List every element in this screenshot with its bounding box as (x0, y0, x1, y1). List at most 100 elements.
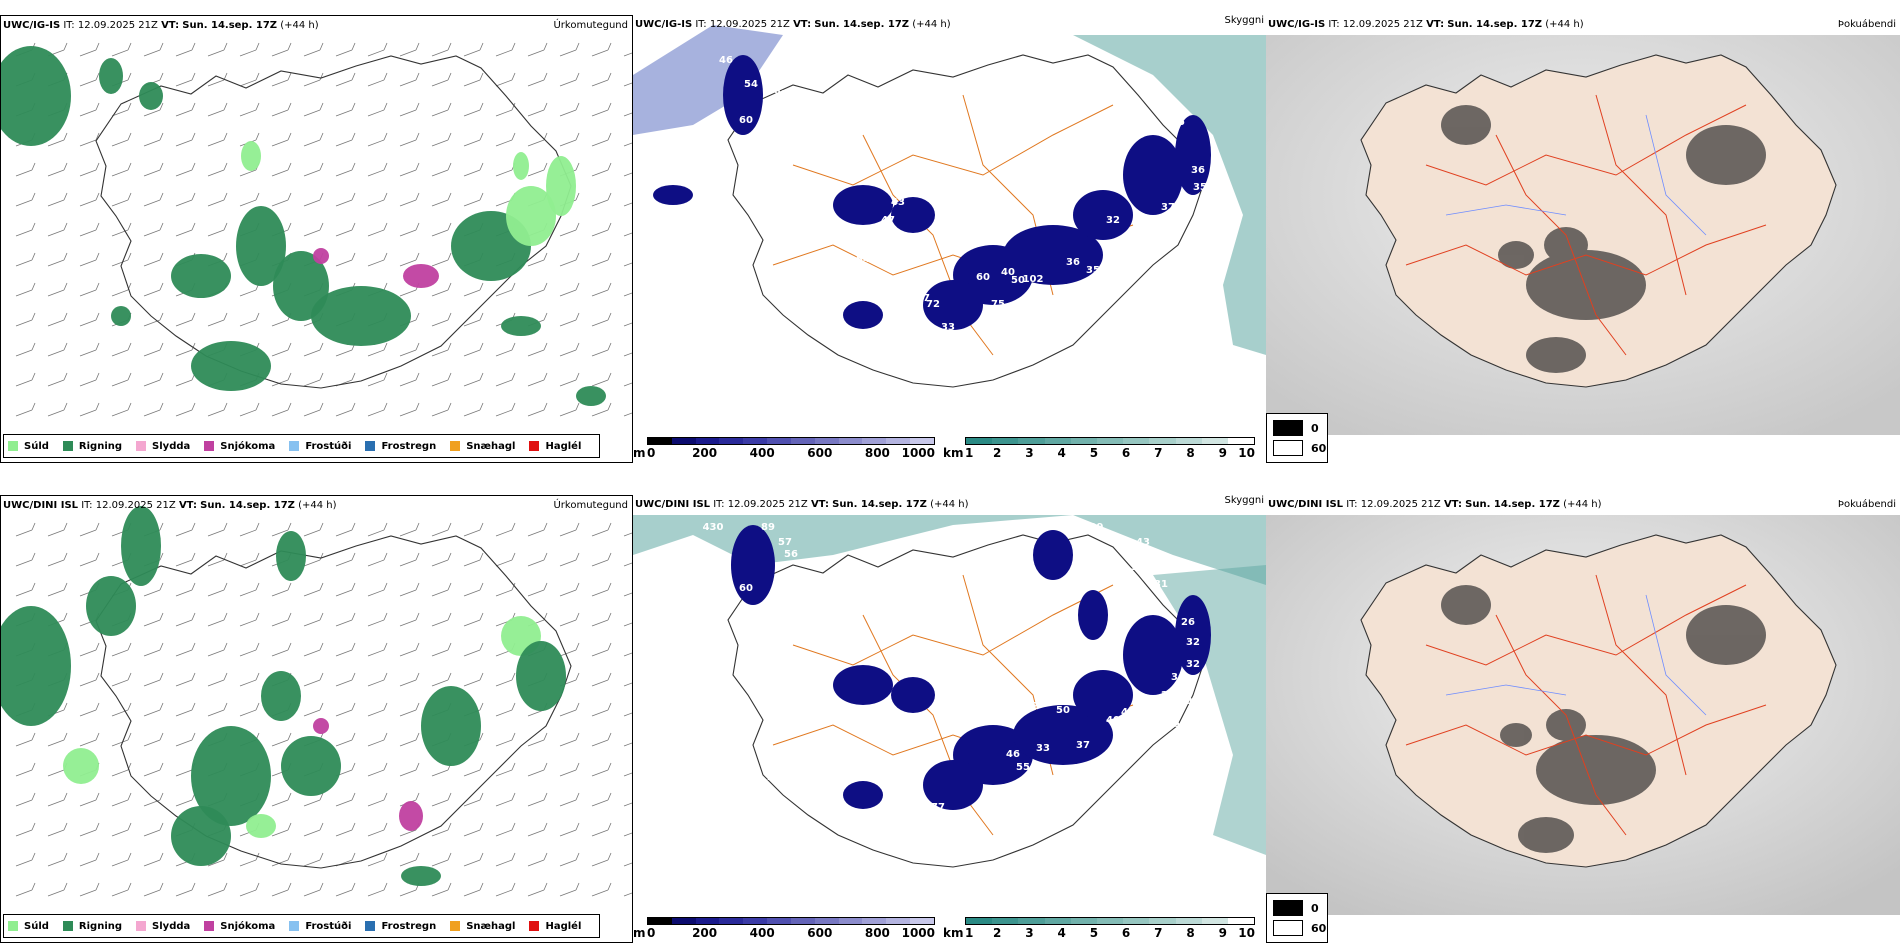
colorbar-tick: 1000 (901, 926, 935, 940)
cloud-base-label: 60 (976, 272, 990, 283)
cloud-base-label: 57 (778, 537, 792, 548)
cloud-base-label: 97 (916, 293, 930, 304)
fog-map-bottom (1266, 515, 1900, 915)
legend-swatch (450, 921, 461, 931)
ceiling-colorbar: m 0 200 400 600 800 1000 (633, 917, 935, 941)
cloud-base-label: 52 (856, 747, 870, 758)
cloud-base-label: 72 (926, 299, 940, 310)
precip-legend-item: Frostúði (289, 921, 351, 932)
cloud-base-label: 37 (1161, 202, 1175, 213)
cloud-base-label: 138 (793, 279, 814, 290)
colorbar-tick: 1 (965, 926, 974, 940)
iceland-outline (727, 54, 1204, 388)
colorbar-tick: 2 (993, 926, 1002, 940)
cloud-base-label: 28 (1161, 690, 1175, 701)
cloud-base-label: 40 (1106, 715, 1120, 726)
cloud-base-label: 75 (901, 807, 915, 818)
fog-map-top (1266, 35, 1900, 435)
precip-legend-item: Slydda (136, 921, 190, 932)
legend-label: Súld (24, 440, 49, 452)
legend-swatch (62, 921, 73, 931)
cloud-base-label: 31 (1154, 579, 1168, 590)
cloud-base-label: 32 (1106, 215, 1120, 226)
cloud-base-label: 84 (856, 254, 870, 265)
panel-header: UWC/IG-IS IT: 12.09.2025 21Z VT: Sun. 14… (3, 20, 319, 31)
legend-label: Snæhagl (466, 440, 516, 452)
precip-legend-item: Snjókoma (204, 921, 275, 932)
legend-label: Rigning (78, 920, 123, 932)
cloud-base-label: 35 (1086, 265, 1100, 276)
legend-swatch (204, 441, 215, 451)
cloud-base-label: 60 (739, 583, 753, 594)
legend-swatch (62, 441, 73, 451)
cloud-base-label: 122 (1018, 701, 1039, 712)
cloud-base-label: 48 (811, 294, 825, 305)
fog-legend-item: 0 (1273, 420, 1319, 436)
iceland-outline (95, 535, 572, 869)
legend-label: Haglél (545, 920, 582, 932)
legend-label: Snæhagl (466, 920, 516, 932)
cloud-base-label: 36 (1191, 165, 1205, 176)
cloud-base-label: 26 (1056, 772, 1070, 783)
fog-legend-item: 0 (1273, 900, 1319, 916)
ceiling-unit: m (633, 926, 646, 940)
panel-title: Skyggni (1224, 495, 1264, 506)
cloud-base-label: 12 (776, 112, 790, 123)
precip-panel-top: UWC/IG-IS IT: 12.09.2025 21Z VT: Sun. 14… (0, 15, 633, 463)
panel-title: Þokuábendi (1837, 19, 1896, 30)
cloud-base-label: 33 (896, 817, 910, 828)
legend-swatch (289, 921, 300, 931)
cloud-base-label: 41 (1121, 707, 1135, 718)
cloud-base-label: 38 (1178, 202, 1192, 213)
colorbar-tick: 800 (864, 926, 890, 940)
precip-map-top (1, 42, 632, 417)
precip-legend-item: Súld (8, 921, 49, 932)
legend-label: Frostúði (305, 440, 352, 452)
ceiling-unit: m (633, 446, 646, 460)
legend-swatch (136, 441, 147, 451)
precip-legend-item: Snæhagl (450, 921, 515, 932)
cloud-base-label: 35 (946, 207, 960, 218)
cloud-base-label: 29 (1106, 239, 1120, 250)
legend-label: Haglél (545, 440, 582, 452)
colorbar-tick: 6 (1121, 446, 1131, 460)
cloud-base-label: 50 (1011, 275, 1025, 286)
cloud-base-label: 13 (781, 302, 795, 313)
panel-header: UWC/DINI ISL IT: 12.09.2025 21Z VT: Sun.… (635, 499, 969, 510)
visibility-unit: km (943, 926, 964, 940)
cloud-base-label: 48 (1186, 697, 1200, 708)
cloud-base-label: 56 (844, 269, 858, 280)
cloud-base-label: 43 (1136, 537, 1150, 548)
colorbar-tick: 200 (692, 446, 718, 460)
legend-swatch (365, 441, 376, 451)
legend-swatch (529, 441, 540, 451)
colorbar-tick: 3 (1025, 446, 1034, 460)
colorbar-tick: 0 (647, 446, 656, 460)
colorbar-tick: 7 (1154, 446, 1163, 460)
colorbar-tick: 7 (1154, 926, 1163, 940)
cloud-base-label: 26 (1181, 617, 1195, 628)
iceland-outline (95, 55, 572, 389)
cloud-map-bottom: 430 8957566010943363126323236284851464140… (633, 495, 1266, 915)
legend-label: Rigning (78, 440, 123, 452)
fog-legend-item: 60 (1273, 440, 1326, 456)
colorbar-tick: 5 (1089, 926, 1099, 940)
panel-header: UWC/DINI ISL IT: 12.09.2025 21Z VT: Sun.… (1268, 499, 1602, 510)
precip-legend-item: Snæhagl (450, 441, 515, 452)
legend-swatch (450, 441, 461, 451)
legend-label: Snjókoma (220, 440, 276, 452)
cloud-base-label: 75 (991, 299, 1005, 310)
cloud-panel-top: 46 54 82 12 60 43 47 35 36 35 37 38 50 65 32 29 36 35 40 50… (633, 15, 1266, 463)
cloud-base-label: 430 (703, 522, 724, 533)
cloud-base-label: 51 (944, 705, 958, 716)
legend-swatch (204, 921, 215, 931)
cloud-base-label: 32 (1186, 659, 1200, 670)
colorbar-tick: 3 (1025, 926, 1034, 940)
cloud-base-label: 32 (1186, 637, 1200, 648)
legend-label: Slydda (152, 920, 191, 932)
fog-panel-top: UWC/IG-IS IT: 12.09.2025 21Z VT: Sun. 14… (1266, 15, 1900, 463)
fog-legend: 0 60 (1266, 413, 1328, 463)
colorbar-tick: 1 (965, 446, 974, 460)
colorbar-tick: 10 (1238, 926, 1255, 940)
cloud-base-label: 43 (891, 197, 905, 208)
